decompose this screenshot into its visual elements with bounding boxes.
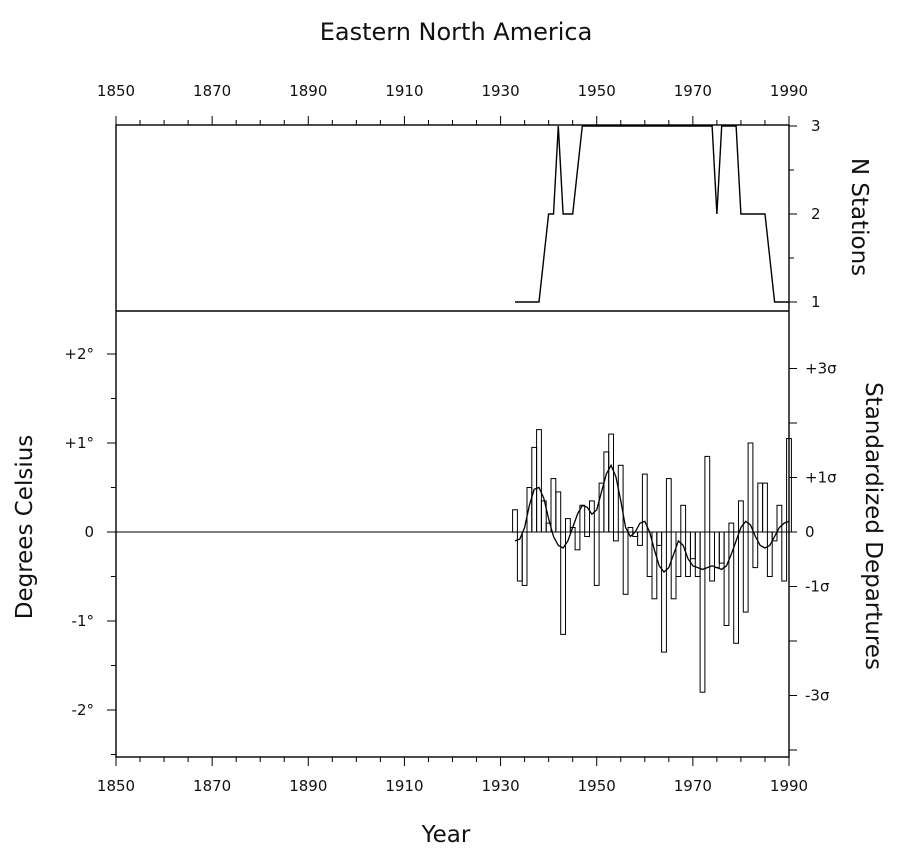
y-tick-label-left: -2° (72, 701, 94, 719)
stations-axis-title: N Stations (846, 158, 872, 276)
x-tick-label-bottom: 1890 (289, 777, 327, 795)
annual-bar (757, 482, 764, 533)
annual-bar (550, 478, 557, 533)
annual-bar (766, 531, 773, 577)
annual-bar (565, 518, 571, 533)
stations-y-tick-label: 3 (811, 117, 821, 135)
x-tick-label-bottom: 1850 (97, 777, 135, 795)
annual-bar (589, 500, 595, 533)
y-tick-label-left: +2° (64, 345, 94, 363)
annual-bar (714, 531, 720, 569)
x-tick-label-bottom: 1990 (770, 777, 808, 795)
x-tick-label-top: 1850 (97, 82, 135, 100)
x-tick-label-bottom: 1870 (193, 777, 231, 795)
annual-bar (675, 531, 682, 577)
annual-bar (593, 531, 600, 586)
annual-bar (665, 478, 672, 533)
annual-bar (771, 531, 778, 542)
annual-bar (709, 531, 716, 582)
x-tick-label-top: 1970 (674, 82, 712, 100)
annual-bar (613, 531, 619, 542)
chart-plot-layer: 1850 1850 1870 1870 1890 1890 1910 1910 1930 1930… (64, 82, 837, 795)
plot-frame (115, 124, 790, 758)
annual-bar (752, 531, 759, 569)
annual-bar (555, 491, 562, 533)
annual-bar (521, 531, 528, 586)
annual-bar (762, 482, 768, 533)
x-tick-label-bottom: 1910 (385, 777, 423, 795)
annual-bar (512, 509, 518, 533)
x-tick-label-bottom: 1970 (674, 777, 712, 795)
annual-bar (617, 464, 624, 533)
annual-bar (723, 531, 730, 626)
annual-bar (641, 473, 648, 533)
annual-bar (728, 522, 735, 533)
annual-bar (694, 531, 701, 577)
y-tick-label-right: +1σ (805, 469, 837, 487)
annual-bar (680, 504, 687, 533)
y-tick-label-left: +1° (64, 434, 94, 452)
annual-bar (670, 531, 677, 600)
annual-bar (690, 531, 696, 560)
y-axis-title-left: Degrees Celsius (12, 435, 38, 620)
x-tick-label-top: 1930 (481, 82, 519, 100)
annual-bar (781, 531, 788, 582)
annual-bar (699, 531, 706, 693)
annual-bar (742, 531, 749, 613)
annual-bar (637, 531, 643, 546)
annual-bar (738, 500, 744, 533)
x-tick-label-bottom: 1930 (481, 777, 519, 795)
annual-bar (718, 531, 725, 564)
annual-bar (786, 438, 792, 533)
chart-title: Eastern North America (320, 18, 593, 46)
annual-bar (627, 527, 634, 533)
annual-bar (536, 429, 542, 533)
annual-bar (776, 504, 783, 533)
x-tick-label-top: 1870 (193, 82, 231, 100)
annual-bar (733, 531, 740, 644)
x-tick-label-top: 1910 (385, 82, 423, 100)
y-tick-label-right: -3σ (805, 687, 830, 705)
x-tick-label-bottom: 1950 (578, 777, 616, 795)
annual-bar (608, 433, 615, 533)
y-tick-label-left: -1° (72, 612, 94, 630)
annual-bar (622, 531, 629, 595)
stations-series-line (515, 125, 789, 303)
stations-y-tick-label: 2 (811, 205, 821, 223)
y-tick-label-right: 0 (805, 523, 815, 541)
annual-bar (747, 442, 754, 533)
annual-bar (560, 531, 567, 635)
y-tick-label-right: +3σ (805, 360, 837, 378)
x-tick-label-top: 1950 (578, 82, 616, 100)
annual-bar (661, 531, 667, 653)
annual-bar (584, 531, 591, 537)
annual-bar (526, 487, 533, 533)
y-axis-title-right: Standardized Departures (860, 382, 886, 670)
stations-y-tick-label: 1 (811, 293, 821, 311)
annual-bar (656, 531, 663, 546)
smoothed-curve (514, 463, 790, 573)
x-axis-title: Year (421, 822, 471, 848)
annual-bar (603, 451, 610, 533)
y-tick-label-right: -1σ (805, 578, 830, 596)
x-tick-label-top: 1890 (289, 82, 327, 100)
annual-bar (651, 531, 658, 600)
annual-bar (574, 531, 581, 551)
y-tick-label-left: 0 (84, 523, 94, 541)
annual-bar (704, 455, 711, 533)
x-tick-label-top: 1990 (770, 82, 808, 100)
